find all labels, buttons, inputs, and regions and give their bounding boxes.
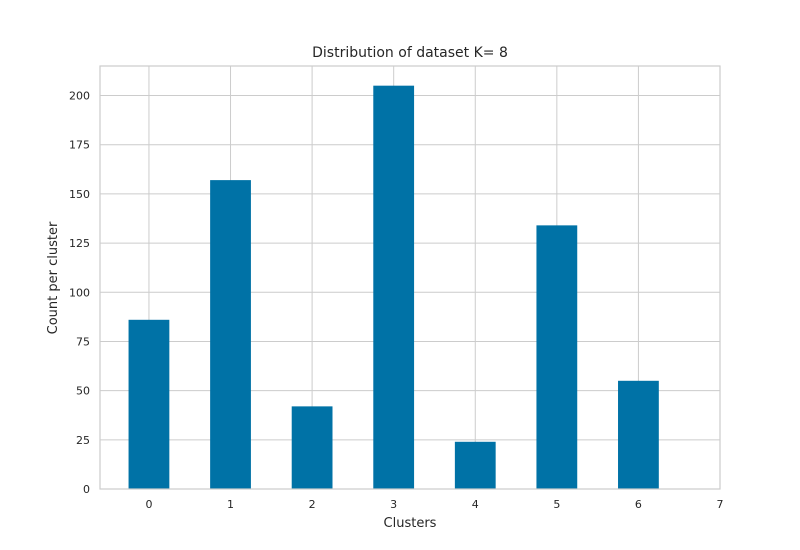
y-axis-label: Count per cluster [46,221,61,334]
x-tick-label: 2 [309,498,316,511]
x-tick-label: 1 [227,498,234,511]
plot-frame [99,65,721,490]
x-tick-label: 7 [717,498,724,511]
bar-cluster-4 [454,441,496,489]
x-axis-label: Clusters [384,516,437,531]
x-tick-label: 6 [635,498,642,511]
bars [128,85,659,490]
chart-title: Distribution of dataset K= 8 [312,45,508,61]
x-tick-label: 5 [553,498,560,511]
y-tick-label: 150 [69,188,90,201]
bar-cluster-6 [618,380,659,489]
y-tick-label: 75 [76,335,90,348]
y-tick-label: 175 [69,139,90,152]
y-tick-label: 100 [69,286,90,299]
x-tick-label: 0 [145,498,152,511]
y-tick-label: 125 [69,237,90,250]
y-tick-label: 0 [83,483,90,496]
bar-cluster-3 [373,85,415,490]
x-tick-labels: 0 1 2 3 4 5 6 7 [145,498,723,511]
bar-cluster-0 [128,319,170,489]
y-tick-label: 200 [69,90,90,103]
bar-cluster-2 [291,406,333,489]
bar-cluster-5 [536,225,578,489]
y-tick-labels: 0 25 50 75 100 125 150 175 200 [69,90,90,496]
x-tick-label: 4 [472,498,479,511]
x-tick-label: 3 [390,498,397,511]
y-tick-label: 50 [76,385,90,398]
y-tick-label: 25 [76,434,90,447]
bar-cluster-1 [210,180,251,489]
